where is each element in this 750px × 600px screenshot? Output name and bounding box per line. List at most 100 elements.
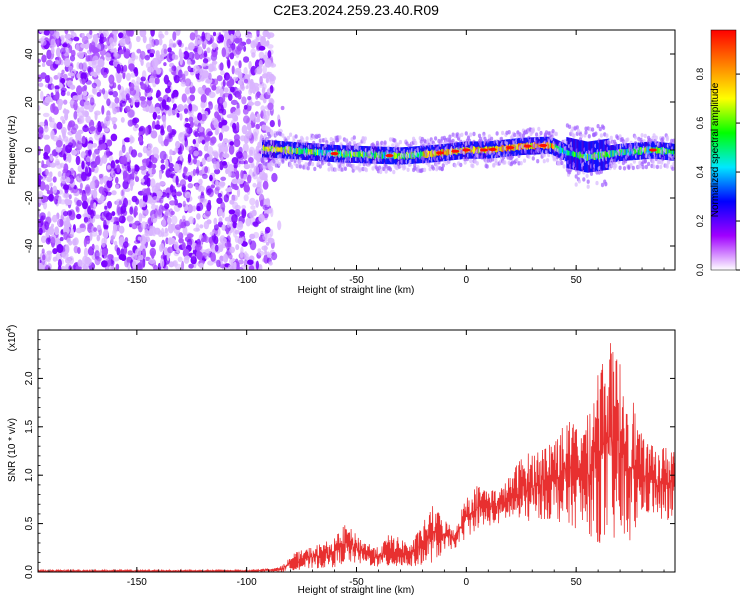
spectrogram-noise-cell [159, 150, 167, 161]
spectrogram-halo-cell [460, 132, 464, 137]
spectrogram-noise-cell [192, 105, 199, 112]
spectrogram-noise-cell [158, 170, 163, 180]
spectrogram-noise-cell [140, 83, 148, 90]
y-tick-label: -40 [24, 238, 35, 253]
spectrogram-noise-cell [43, 152, 49, 158]
spectrogram-noise-cell [197, 86, 204, 95]
spectrogram-core-cell [373, 152, 375, 158]
spectrogram-noise-cell [243, 163, 250, 170]
spectrogram-noise-cell [115, 176, 119, 184]
spectrogram-noise-cell [179, 56, 183, 66]
spectrogram-noise-cell [89, 126, 96, 132]
spectrogram-noise-cell [123, 172, 130, 182]
spectrogram-core-cell [612, 150, 614, 157]
spectrogram-noise-cell [199, 262, 204, 269]
spectrogram-core-cell [567, 150, 569, 156]
spectrogram-noise-cell [161, 99, 167, 109]
spectrogram-noise-cell [186, 126, 193, 135]
spectrogram-noise-cell [237, 80, 242, 85]
spectrogram-core-cell [563, 148, 565, 155]
spectrogram-noise-cell [118, 200, 122, 206]
colorbar-ticks: 0.00.20.40.60.8 [695, 68, 740, 276]
spectrogram-noise-cell [240, 170, 244, 179]
spectrogram-noise-cell [223, 163, 228, 169]
spectrogram-noise-cell [202, 173, 208, 179]
spectrogram-core-cell [499, 146, 501, 152]
spectrogram-noise-cell [44, 144, 51, 155]
spectrogram-noise-cell [204, 209, 211, 217]
y-tick-label: 40 [24, 48, 35, 60]
spectrogram-noise-cell [137, 152, 143, 158]
spectrogram-noise-cell [249, 233, 256, 240]
spectrogram-noise-cell [133, 95, 141, 103]
spectrogram-halo-cell [358, 162, 362, 167]
spectrogram-noise-cell [85, 55, 91, 62]
spectrogram-noise-cell [219, 88, 224, 95]
spectrogram-halo-cell [297, 160, 301, 165]
spectrogram-noise-cell [218, 63, 222, 71]
spectrogram-noise-cell [116, 247, 121, 256]
spectrogram-core-cell [646, 147, 648, 154]
spectrogram-noise-cell [50, 154, 53, 162]
spectrogram-noise-cell [60, 47, 66, 55]
spectrogram-core-cell [358, 151, 360, 158]
spectrogram-noise-cell [82, 255, 88, 265]
spectrogram-noise-cell [260, 230, 264, 236]
spectrogram-core-cell [580, 153, 582, 158]
spectrogram-noise-cell [214, 128, 219, 136]
spectrogram-noise-cell [188, 51, 195, 60]
spectrogram-noise-cell [38, 264, 42, 270]
spectrogram-core-cell [276, 147, 278, 152]
spectrogram-noise-cell [175, 191, 183, 197]
spectrogram-noise-cell [209, 231, 215, 236]
spectrogram-noise-cell [60, 78, 66, 84]
spectrogram-noise-cell [125, 72, 131, 81]
spectrogram-noise-cell [201, 31, 206, 41]
spectrogram-halo-cell [361, 166, 365, 172]
spectrogram-core-cell [670, 149, 672, 154]
spectrogram-noise-cell [55, 91, 60, 101]
spectrogram-core-cell [497, 146, 499, 152]
spectrogram-noise-cell [168, 133, 173, 139]
spectrogram-noise-cell [232, 228, 238, 238]
spectrogram-noise-cell [70, 228, 75, 238]
spectrogram-noise-cell [90, 71, 97, 77]
spectrogram-noise-cell [139, 235, 147, 246]
spectrogram-core-cell [348, 150, 351, 158]
spectrogram-noise-cell [113, 34, 118, 44]
spectrogram-noise-cell [96, 234, 101, 242]
spectrogram-noise-cell [57, 72, 61, 79]
spectrogram-halo-cell [427, 162, 431, 168]
spectrogram-noise-cell [187, 153, 192, 164]
spectrogram-noise-cell [121, 94, 127, 102]
spectrogram-noise-cell [79, 182, 83, 190]
spectrogram-noise-cell [84, 124, 88, 129]
spectrogram-noise-cell [206, 32, 211, 41]
spectrogram-noise-cell [129, 136, 135, 144]
spectrogram-noise-cell [107, 200, 112, 209]
spectrogram-x-label: Height of straight line (km) [298, 285, 415, 296]
spectrogram-halo-cell [574, 182, 578, 187]
spectrogram-noise-cell [73, 237, 79, 246]
spectrogram-core-cell [446, 148, 448, 156]
spectrogram-core-cell [671, 149, 673, 155]
spectrogram-noise-cell [202, 58, 209, 64]
spectrogram-core-cell [552, 143, 554, 150]
spectrogram-noise-cell [241, 236, 245, 241]
spectrogram-noise-cell [267, 50, 272, 59]
spectrogram-noise-cell [154, 77, 160, 85]
spectrogram-noise-cell [44, 221, 49, 231]
spectrogram-core-cell [354, 151, 356, 157]
spectrogram-core-cell [582, 154, 584, 159]
spectrogram-noise-cell [199, 183, 203, 188]
spectrogram-core-cell [302, 148, 304, 155]
spectrogram-halo-cell [572, 133, 576, 138]
spectrogram-noise-cell [149, 75, 155, 84]
spectrogram-core-cell [659, 148, 661, 154]
spectrogram-noise-cell [122, 156, 128, 164]
spectrogram-noise-cell [110, 160, 116, 169]
spectrogram-noise-cell [109, 155, 114, 162]
spectrogram-core-cell [496, 145, 498, 153]
spectrogram-noise-cell [234, 108, 241, 115]
spectrogram-noise-cell [148, 258, 155, 265]
